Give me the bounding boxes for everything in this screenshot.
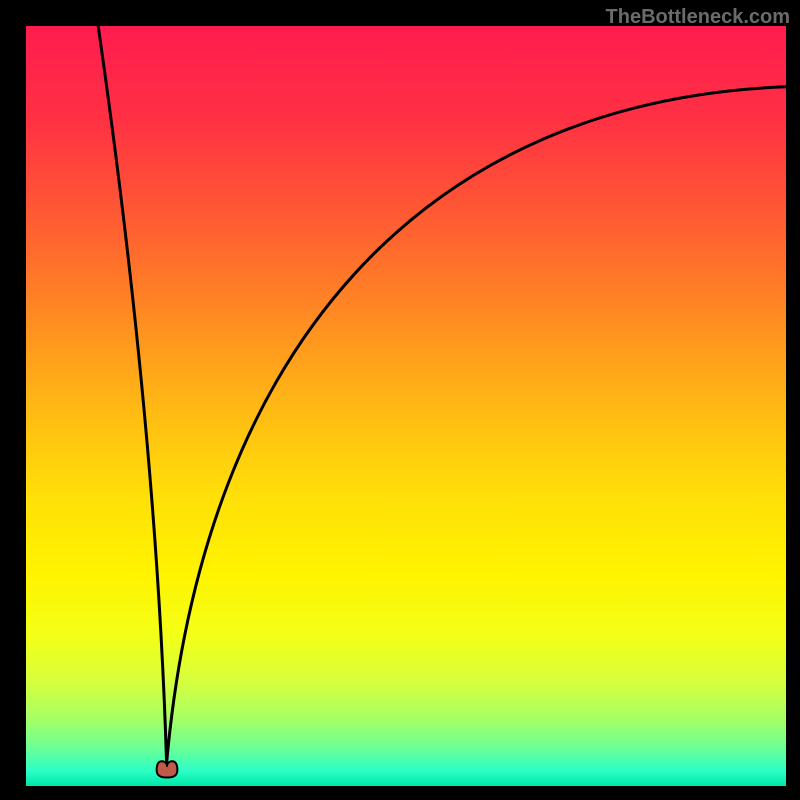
gradient-background: [26, 26, 786, 786]
plot-area: [26, 26, 786, 786]
watermark-text: TheBottleneck.com: [606, 6, 790, 29]
chart-container: { "watermark": { "text": "TheBottleneck.…: [0, 0, 800, 800]
minimum-marker: [155, 759, 179, 779]
